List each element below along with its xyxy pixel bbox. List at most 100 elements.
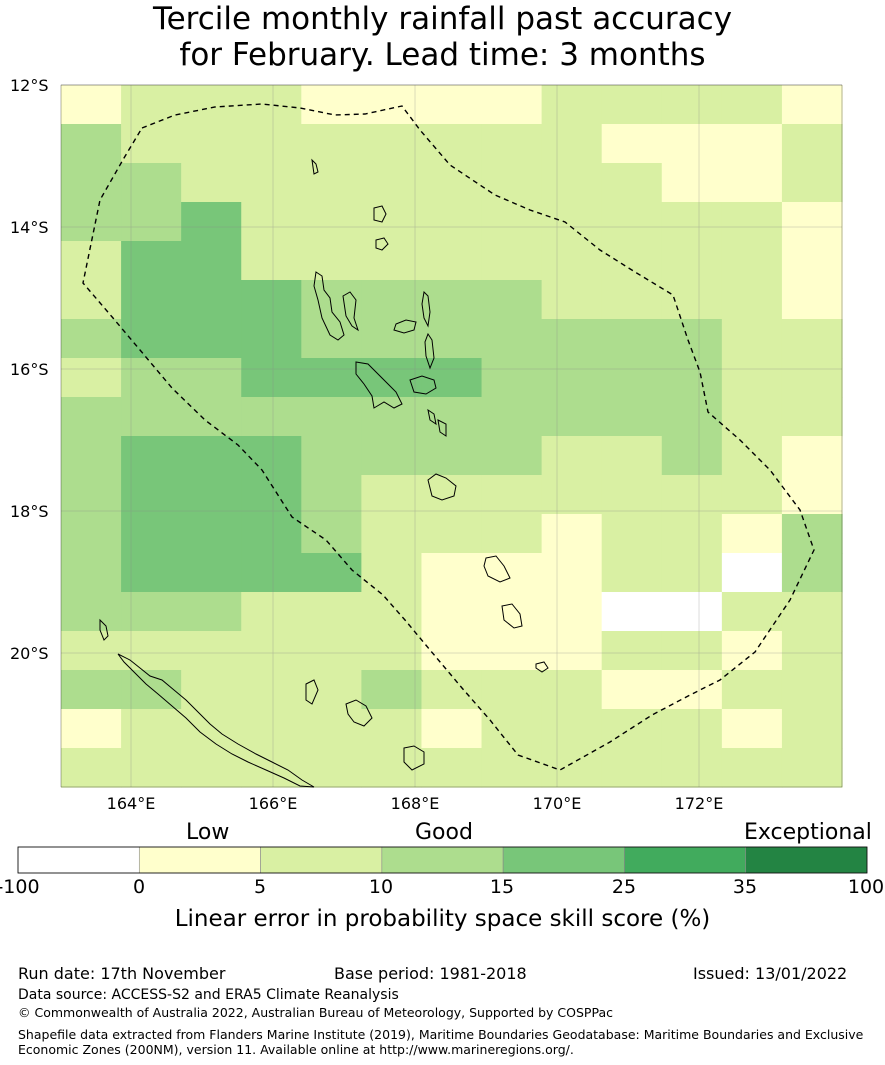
grid-cell [781, 436, 843, 476]
grid-cell [781, 514, 843, 554]
island-torres [311, 158, 319, 175]
data-source: Data source: ACCESS-S2 and ERA5 Climate … [18, 987, 399, 1003]
grid-cell [361, 319, 423, 359]
island-epi [437, 419, 447, 437]
grid-cell [61, 670, 122, 710]
grid-cell [601, 85, 663, 125]
grid-cell [61, 709, 122, 749]
grid-cell [121, 163, 182, 203]
grid-cell [541, 241, 603, 281]
colorbar [17, 846, 868, 874]
grid-cell [361, 514, 423, 554]
grid-cell [361, 631, 423, 671]
colorbar-tick: 100 [847, 876, 885, 898]
grid-cell [241, 475, 302, 515]
grid-cell [421, 553, 483, 593]
island-aneityum [535, 661, 549, 673]
grid-cell [181, 592, 242, 632]
grid-cell [61, 163, 122, 203]
grid-cell [241, 514, 302, 554]
grid-cell [361, 553, 423, 593]
island-tanna [501, 603, 523, 629]
grid-cell [721, 397, 783, 437]
grid-cell [421, 85, 483, 125]
grid-cell [481, 553, 543, 593]
colorbar-swatch [138, 846, 261, 874]
grid-cell [481, 202, 543, 242]
grid-cell [541, 631, 603, 671]
grid-cell [481, 592, 543, 632]
island-ambae [393, 319, 417, 334]
grid-cell [421, 514, 483, 554]
grid-cell [661, 592, 723, 632]
grid-cell [121, 436, 182, 476]
island-belep [99, 618, 109, 641]
grid-cell [181, 124, 242, 164]
lat-label-16s: 16°S [10, 360, 49, 379]
grid-cell [481, 436, 543, 476]
grid-cell [721, 592, 783, 632]
island-pentecost [424, 332, 435, 370]
grid-cell [301, 85, 362, 125]
grid-cell [481, 631, 543, 671]
grid-cell [361, 85, 423, 125]
grid-cell [661, 436, 723, 476]
grid-cell [241, 280, 302, 320]
grid-cell [601, 631, 663, 671]
grid-cell [61, 475, 122, 515]
grid-cell [301, 280, 362, 320]
grid-cell [541, 163, 603, 203]
grid-cell [541, 124, 603, 164]
grid-cell [121, 553, 182, 593]
island-gaua [375, 237, 389, 251]
grid-cell [121, 475, 182, 515]
shapefile-credit-line-1: Shapefile data extracted from Flanders M… [18, 1027, 864, 1042]
grid-cell [781, 280, 843, 320]
lat-label-14s: 14°S [10, 218, 49, 237]
grid-cell [241, 358, 302, 398]
lon-label-164e: 164°E [106, 794, 156, 813]
grid-cell [601, 514, 663, 554]
grid-cell [361, 397, 423, 437]
grid-cell [481, 241, 543, 281]
grid-cell [781, 397, 843, 437]
grid-cell [421, 202, 483, 242]
grid-cell [361, 670, 423, 710]
island-espiritu-santo [313, 271, 345, 341]
grid-cell [301, 670, 362, 710]
grid-cell [181, 553, 242, 593]
grid-cell [361, 475, 423, 515]
grid-cell [481, 85, 543, 125]
grid-cell [721, 319, 783, 359]
grid-cell [61, 85, 122, 125]
shapefile-credit-line-2: Economic Zones (200NM), version 11. Avai… [18, 1042, 574, 1057]
grid-cell [481, 748, 543, 788]
grid-cell [361, 709, 423, 749]
grid-cell [481, 358, 543, 398]
island-vanua-lava [373, 205, 387, 223]
grid-cell [721, 163, 783, 203]
grid-cell [301, 397, 362, 437]
grid-cell [121, 709, 182, 749]
category-low: Low [186, 820, 230, 845]
grid-cell [421, 319, 483, 359]
category-good: Good [415, 820, 473, 845]
grid-cell [721, 670, 783, 710]
skill-score-grid [61, 85, 843, 788]
grid-cell [241, 670, 302, 710]
grid-cell [661, 358, 723, 398]
grid-cell [241, 124, 302, 164]
grid-cell [781, 670, 843, 710]
grid-cell [481, 163, 543, 203]
grid-cell [121, 670, 182, 710]
grid-cell [721, 748, 783, 788]
grid-cell [421, 241, 483, 281]
grid-cell [181, 514, 242, 554]
grid-cell [541, 514, 603, 554]
grid-cell [601, 592, 663, 632]
colorbar-swatch [624, 846, 747, 874]
grid-cell [541, 202, 603, 242]
grid-cell [181, 748, 242, 788]
lon-label-166e: 166°E [248, 794, 298, 813]
grid-cell [661, 709, 723, 749]
